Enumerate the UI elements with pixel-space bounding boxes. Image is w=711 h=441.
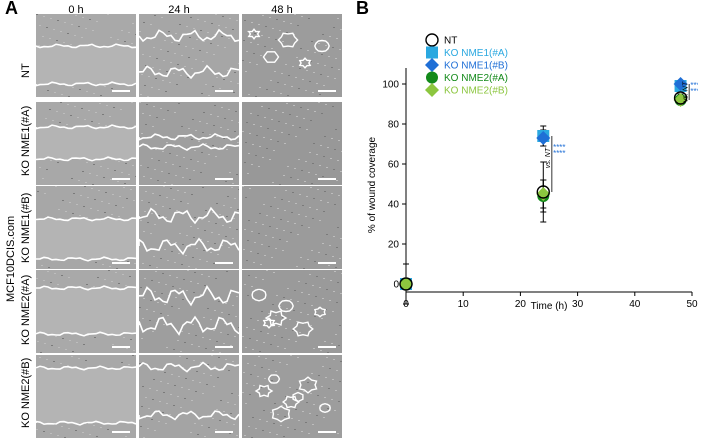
panel-b-letter: B [356, 0, 369, 18]
cell-line-label: MCF10DCIS.com [5, 215, 17, 302]
micrograph-ko-nme1-a-48h [242, 102, 342, 185]
legend-marker-2 [425, 58, 439, 72]
row-label-ko-nme2-a: KO NME2(#A) [20, 274, 32, 345]
annotation-3: vs. NT [682, 81, 689, 102]
y-tick-label-0: 0 [393, 280, 399, 291]
row-label-nt: NT [20, 63, 32, 78]
column-header-24h: 24 h [168, 4, 190, 16]
legend-marker-3 [426, 71, 438, 84]
y-tick-label-80: 80 [388, 120, 400, 131]
column-header-48h: 48 h [271, 4, 293, 16]
x-tick-label-10: 10 [458, 299, 470, 310]
panel-a-letter: A [5, 0, 18, 18]
legend-marker-0 [425, 33, 439, 47]
legend-marker-1 [426, 46, 438, 59]
micrograph-ko-nme2-b-24h [139, 355, 239, 438]
x-tick-label-40: 40 [629, 299, 641, 310]
y-tick-label-20: 20 [388, 240, 400, 251]
legend-label-3: KO NME2(#A) [444, 73, 508, 84]
row-label-ko-nme2-b: KO NME2(#B) [20, 357, 32, 428]
micrograph-nt-48h [242, 14, 342, 97]
micrograph-ko-nme1-b-24h [139, 186, 239, 269]
annotation-1: **** [553, 143, 565, 152]
micrograph-ko-nme1-b-0h [36, 186, 136, 269]
x-tick-label-50: 50 [686, 299, 698, 310]
data-point-s4-p0 [399, 277, 413, 291]
legend-label-2: KO NME1(#B) [444, 61, 508, 72]
micrograph-ko-nme2-a-0h [36, 270, 136, 353]
x-tick-label-20: 20 [515, 299, 527, 310]
data-point-s0-p1 [536, 185, 550, 199]
row-label-ko-nme1-b: KO NME1(#B) [20, 192, 32, 263]
annotation-0: vs. NT [545, 147, 552, 168]
data-point-s2-p1 [536, 131, 551, 145]
annotation-5: **** [690, 87, 698, 96]
wound-coverage-chart: % of wound coverage Time (h) 0 10 20 30 40 50… [367, 33, 698, 312]
x-tick-label-30: 30 [572, 299, 584, 310]
y-axis-label: % of wound coverage [367, 136, 378, 233]
y-tick-label-100: 100 [382, 80, 399, 91]
data-point-s2-p2 [673, 77, 688, 91]
column-header-0h: 0 h [68, 4, 84, 16]
micrograph-ko-nme2-a-24h [139, 270, 239, 353]
y-tick-label-60: 60 [388, 160, 400, 171]
data-point-s0-p0 [399, 277, 413, 291]
row-label-ko-nme1-a: KO NME1(#A) [20, 105, 32, 176]
annotation-2: **** [553, 149, 565, 158]
data-point-s0-p2 [673, 91, 688, 105]
micrograph-ko-nme1-a-0h [36, 102, 136, 185]
legend-label-4: KO NME2(#B) [444, 86, 508, 97]
micrograph-ko-nme2-b-48h [242, 355, 342, 438]
y-tick-label-40: 40 [388, 200, 400, 211]
micrograph-ko-nme1-a-24h [139, 102, 239, 185]
micrograph-ko-nme2-b-0h [36, 355, 136, 438]
legend-label-0: NT [444, 36, 457, 47]
micrograph-nt-0h [36, 14, 136, 97]
annotation-4: **** [690, 81, 698, 90]
legend-label-1: KO NME1(#A) [444, 48, 508, 59]
micrograph-ko-nme1-b-48h [242, 186, 342, 269]
micrograph-ko-nme2-a-48h [242, 270, 342, 353]
x-axis-label: Time (h) [531, 301, 568, 312]
legend-marker-4 [425, 83, 439, 97]
micrograph-nt-24h [139, 14, 239, 97]
